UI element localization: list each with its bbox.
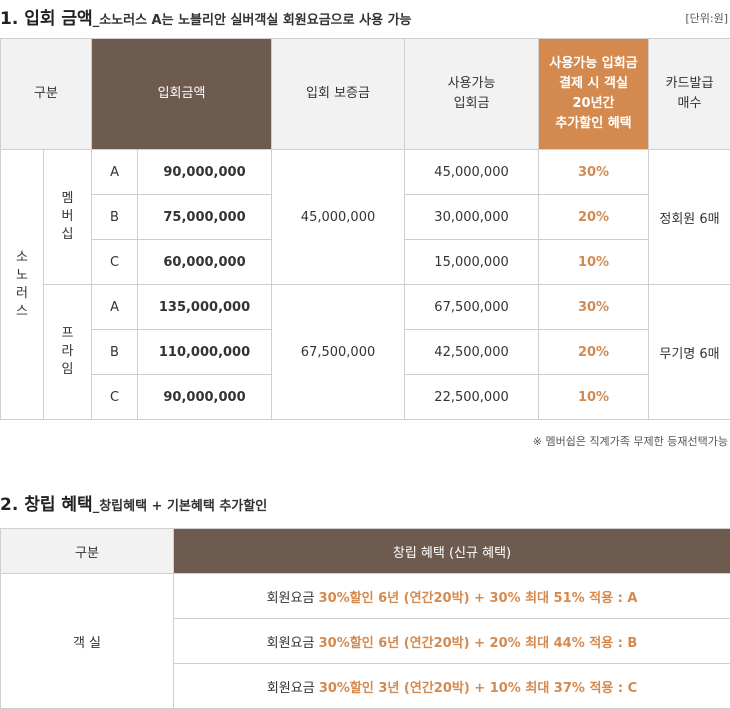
header-benefit: 창립 혜택 (신규 혜택) [173,528,730,574]
section1-title-main: 1. 입회 금액 [0,9,93,29]
grade-cell: C [91,239,139,285]
group-label: 소 노 러 스 [0,149,44,420]
usable-cell: 67,500,000 [404,284,540,330]
table-row: 회원요금 30%할인 3년 (연간20박) + 10% 최대 37% 적용 : … [1,663,730,709]
founding-benefit-table: 구분 창립 혜택 (신규 혜택) 객 실 회원요금 30%할인 6년 (연간20… [0,528,730,709]
usable-cell: 45,000,000 [404,149,540,195]
header-category: 구분 [0,38,93,150]
table-header-row: 구분 입회금액 입회 보증금 사용가능 입회금 사용가능 입회금 결제 시 객실… [0,38,730,150]
table-row: C 60,000,000 15,000,000 10% [1,239,730,285]
header-usable: 사용가능 입회금 [404,38,540,150]
section1-title: 1. 입회 금액_소노러스 A는 노블리안 실버객실 회원요금으로 사용 가능 [0,4,411,29]
table-header-row: 구분 창립 혜택 (신규 혜택) [0,528,730,574]
usable-cell: 22,500,000 [404,374,540,420]
membership-label: 멤 버 십 [42,149,93,285]
unit-label: [단위:원] [685,12,728,25]
grade-cell: B [91,194,139,240]
header-entry-fee: 입회금액 [91,38,273,150]
discount-cell: 10% [538,239,650,285]
benefit-cell: 회원요금 30%할인 6년 (연간20박) + 30% 최대 51% 적용 : … [173,573,730,619]
table-row: 소 노 러 스 멤 버 십 A 90,000,000 45,000,000 45… [0,149,730,420]
table-row: C 90,000,000 22,500,000 10% [1,374,730,420]
grade-cell: B [91,329,139,375]
amount-cell: 90,000,000 [137,149,273,195]
amount-cell: 135,000,000 [137,284,273,330]
table-row: 회원요금 30%할인 6년 (연간20박) + 20% 최대 44% 적용 : … [1,618,730,664]
usable-cell: 15,000,000 [404,239,540,285]
benefit-cell: 회원요금 30%할인 6년 (연간20박) + 20% 최대 44% 적용 : … [173,618,730,664]
amount-cell: 110,000,000 [137,329,273,375]
amount-cell: 75,000,000 [137,194,273,240]
amount-cell: 60,000,000 [137,239,273,285]
table-row: 객 실 회원요금 30%할인 6년 (연간20박) + 30% 최대 51% 적… [0,573,730,709]
header-discount: 사용가능 입회금 결제 시 객실 20년간 추가할인 혜택 [538,38,650,150]
deposit-cell: 67,500,000 [271,284,406,420]
grade-cell: C [91,374,139,420]
grade-cell: A [91,284,139,330]
membership-price-table: 구분 입회금액 입회 보증금 사용가능 입회금 사용가능 입회금 결제 시 객실… [0,38,730,420]
section2-title-main: 2. 창립 혜택 [0,495,93,515]
table-row: 프 라 임 A 135,000,000 67,500,000 67,500,00… [1,284,730,420]
section1-title-sub: _소노러스 A는 노블리안 실버객실 회원요금으로 사용 가능 [92,13,412,28]
grade-cell: A [91,149,139,195]
header-deposit: 입회 보증금 [271,38,406,150]
discount-cell: 30% [538,149,650,195]
room-label: 객 실 [0,573,174,709]
benefit-cell: 회원요금 30%할인 3년 (연간20박) + 10% 최대 37% 적용 : … [173,663,730,709]
header-cards: 카드발급 매수 [648,38,730,150]
amount-cell: 90,000,000 [137,374,273,420]
table-row: B 110,000,000 42,500,000 20% [1,329,730,375]
header-category: 구분 [0,528,174,574]
deposit-cell: 45,000,000 [271,149,406,285]
discount-cell: 20% [538,194,650,240]
discount-cell: 30% [538,284,650,330]
cards-cell: 정회원 6매 [648,149,730,285]
section2-title: 2. 창립 혜택_창립혜택 + 기본혜택 추가할인 [0,490,267,515]
discount-cell: 20% [538,329,650,375]
usable-cell: 42,500,000 [404,329,540,375]
section2-title-sub: _창립혜택 + 기본혜택 추가할인 [92,499,268,514]
discount-cell: 10% [538,374,650,420]
membership-note: ※ 멤버쉽은 직계가족 무제한 등재선택가능 [532,435,728,448]
table-row: B 75,000,000 30,000,000 20% [1,194,730,240]
prime-label: 프 라 임 [42,284,93,420]
cards-cell: 무기명 6매 [648,284,730,420]
usable-cell: 30,000,000 [404,194,540,240]
